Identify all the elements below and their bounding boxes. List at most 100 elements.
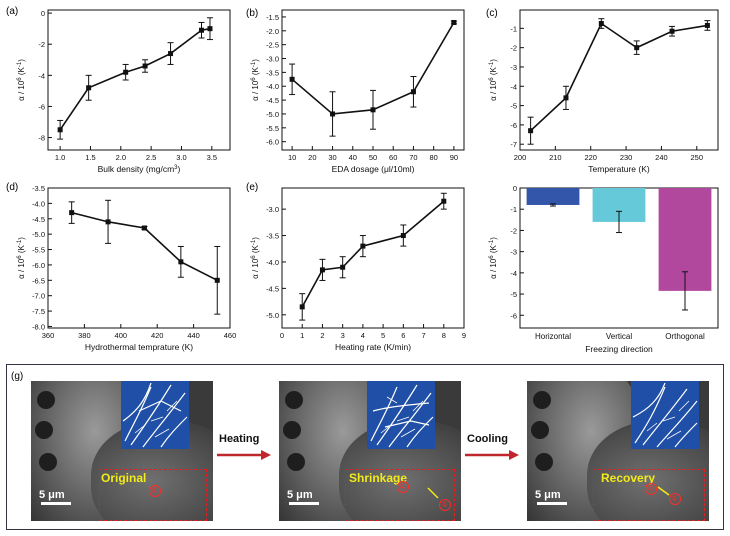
x-tick-label-e: 1 [300, 331, 304, 340]
yellow-arrow-recovery [657, 486, 670, 496]
arrow-cooling [465, 450, 519, 460]
y-tick-label-c: -7 [510, 140, 517, 149]
y-tick-label-f: 0 [513, 184, 517, 193]
scale-bar-shrinkage [289, 502, 319, 505]
x-tick-label-b: 30 [328, 153, 336, 162]
x-tick-label-d: 440 [187, 331, 200, 340]
dashed-region-recovery [593, 469, 705, 521]
y-tick-label-c: -5 [510, 102, 517, 111]
category-label-orthogonal: Orthogonal [665, 332, 705, 341]
data-point-b [451, 19, 457, 25]
x-tick-label-b: 40 [349, 153, 357, 162]
x-tick-label-e: 6 [401, 331, 405, 340]
bar-horizontal [526, 188, 580, 205]
scale-label-original: 5 μm [39, 489, 65, 501]
y-tick-label-b: -5.0 [266, 110, 279, 119]
panel-g-micrographs: (g) Original ① 5 μm Heating [6, 364, 724, 530]
y-tick-label-d: -5.0 [32, 230, 45, 239]
x-tick-label-e: 8 [442, 331, 446, 340]
x-tick-label-d: 360 [42, 331, 55, 340]
x-tick-label-d: 460 [224, 331, 237, 340]
y-tick-label-a: 0 [41, 9, 45, 18]
y-axis-label-c: α / 106 (K-1) [489, 59, 498, 101]
x-tick-label-b: 20 [308, 153, 316, 162]
x-tick-label-b: 60 [389, 153, 397, 162]
data-point-d [178, 259, 184, 265]
data-point-a [86, 85, 92, 91]
data-point-b [330, 111, 336, 117]
x-tick-label-a: 2.0 [116, 153, 126, 162]
arrow-label-heating: Heating [219, 433, 260, 445]
y-tick-label-d: -7.0 [32, 292, 45, 301]
state-label-original: Original [101, 471, 147, 485]
y-tick-label-d: -5.5 [32, 246, 45, 255]
x-axis-label-f: Freezing direction [585, 344, 653, 354]
y-tick-label-f: -3 [510, 248, 517, 257]
x-tick-label-e: 4 [361, 331, 365, 340]
y-tick-label-d: -7.5 [32, 307, 45, 316]
y-tick-label-b: -6.0 [266, 138, 279, 147]
chart-f: 0 -1 -2 -3 -4 -5 -6 α / 106 (K-1) Horizontal Vert… [489, 184, 719, 354]
series-line-e [301, 200, 445, 308]
data-point-b [410, 89, 416, 95]
micrograph-shrinkage: Shrinkage ② ① 5 μm [279, 381, 461, 521]
x-tick-label-b: 70 [409, 153, 417, 162]
x-tick-label-a: 2.5 [146, 153, 156, 162]
x-tick-label-c: 210 [549, 153, 562, 162]
y-axis-label-f: α / 106 (K-1) [489, 237, 498, 279]
y-tick-label-b: -3.0 [266, 55, 279, 64]
micrograph-recovery: Recovery ③ ① 5 μm [527, 381, 709, 521]
plot-frame-a [47, 9, 231, 151]
y-tick-label-d: -8.0 [32, 322, 45, 331]
plot-frame-d [47, 187, 231, 329]
data-point-c [563, 95, 569, 101]
y-tick-label-e: -4.0 [266, 258, 279, 267]
x-tick-label-b: 90 [450, 153, 458, 162]
y-tick-label-f: -4 [510, 269, 517, 278]
data-point-b [289, 76, 295, 82]
x-tick-label-b: 80 [429, 153, 437, 162]
data-point-c [598, 21, 604, 27]
x-tick-label-c: 240 [655, 153, 668, 162]
data-point-e [340, 264, 346, 270]
y-axis-label-e: α / 106 (K-1) [251, 237, 260, 279]
y-tick-label-a: -2 [38, 40, 45, 49]
marker-3-recovery: ③ [645, 483, 657, 495]
y-tick-label-d: -6.5 [32, 276, 45, 285]
panel-label-c: (c) [486, 8, 498, 19]
x-tick-label-e: 3 [341, 331, 345, 340]
x-tick-label-e: 5 [381, 331, 385, 340]
x-tick-label-b: 50 [369, 153, 377, 162]
data-point-d [214, 277, 220, 283]
panel-label-a: (a) [6, 6, 19, 17]
x-axis-label-d: Hydrothermal temprature (K) [85, 342, 193, 352]
x-tick-label-d: 400 [115, 331, 128, 340]
x-tick-label-c: 250 [691, 153, 704, 162]
data-point-d [69, 210, 75, 216]
category-label-horizontal: Horizontal [535, 332, 571, 341]
x-tick-label-a: 1.0 [55, 153, 65, 162]
y-tick-label-b: -4.0 [266, 82, 279, 91]
y-tick-label-e: -3.5 [266, 232, 279, 241]
x-tick-label-a: 1.5 [85, 153, 95, 162]
data-point-a [57, 127, 63, 133]
y-tick-label-e: -3.0 [266, 205, 279, 214]
x-tick-label-a: 3.5 [207, 153, 217, 162]
dashed-region-original [99, 469, 207, 521]
scale-bar-original [41, 502, 71, 505]
data-point-a [142, 63, 148, 69]
marker-1-original: ① [149, 485, 161, 497]
y-axis-label-d: α / 106 (K-1) [17, 237, 26, 279]
arrow-heating [217, 450, 271, 460]
y-axis-label-a: α / 106 (K-1) [17, 59, 26, 101]
y-tick-label-a: -8 [38, 134, 45, 143]
yellow-arrow-shrinkage [427, 487, 439, 499]
y-tick-label-d: -3.5 [32, 184, 45, 193]
y-tick-label-f: -5 [510, 290, 517, 299]
data-point-c [669, 28, 675, 34]
chart-d: -8.0 -7.5 -7.0 -6.5 -6.0 -5.5 -5.0 -4.5 -4.0 -3.5… [17, 184, 236, 352]
marker-1-shrinkage: ① [439, 499, 451, 511]
marker-2-shrinkage: ② [397, 481, 409, 493]
x-tick-label-e: 2 [320, 331, 324, 340]
y-tick-label-e: -4.5 [266, 284, 279, 293]
